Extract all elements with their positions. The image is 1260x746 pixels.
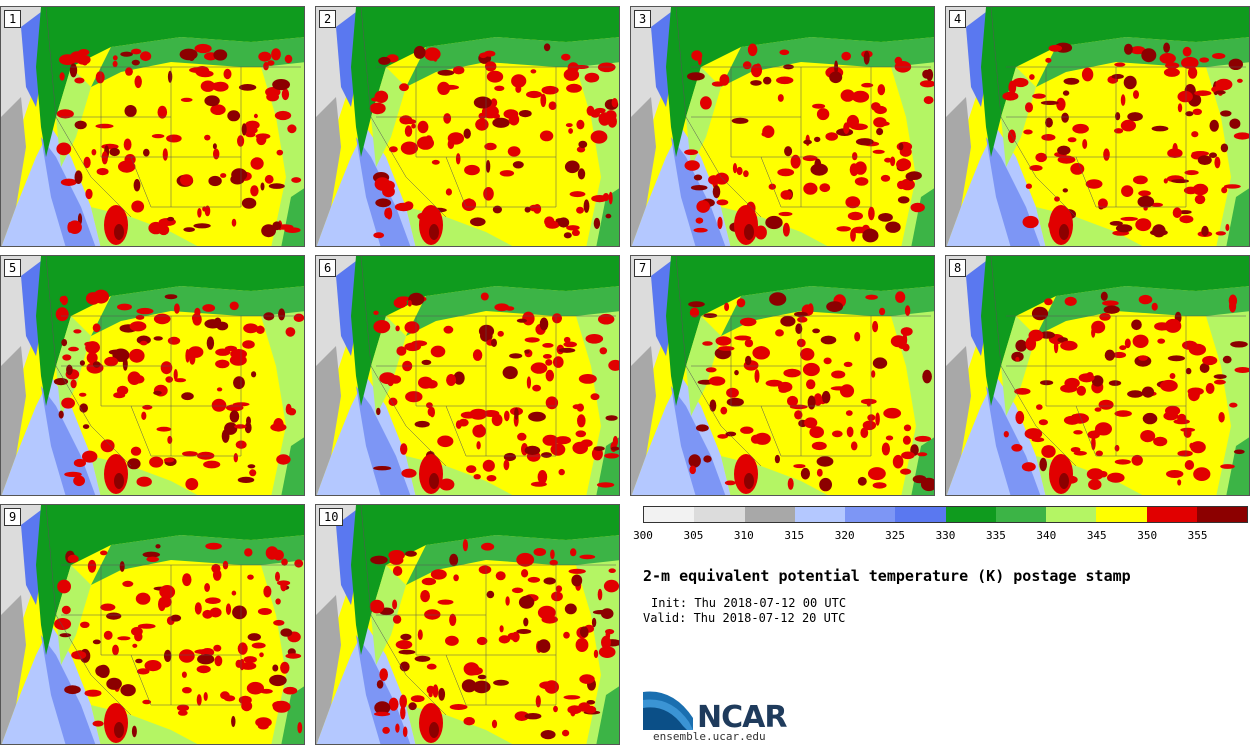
member-number: 3 (634, 10, 652, 28)
colorbar-bin-11 (1196, 507, 1247, 522)
member-panel-5: 5 (0, 255, 305, 496)
colorbar-tick-label: 325 (885, 529, 906, 542)
colorbar-bin-0 (644, 507, 695, 522)
theta-e-map (631, 7, 934, 246)
theta-e-map (316, 505, 619, 744)
member-panel-1: 1 (0, 6, 305, 247)
colorbar-tick-label: 335 (985, 529, 1006, 542)
theta-e-map (316, 256, 619, 495)
logo-url: ensemble.ucar.edu (653, 730, 766, 743)
member-number: 10 (319, 508, 344, 526)
chart-title: 2-m equivalent potential temperature (K)… (643, 567, 1131, 585)
theta-e-map (1, 256, 304, 495)
ncar-logo-icon (643, 691, 693, 730)
member-number: 7 (634, 259, 652, 277)
colorbar-tick-label: 345 (1086, 529, 1107, 542)
colorbar-tick-label: 305 (683, 529, 704, 542)
member-number: 4 (949, 10, 967, 28)
colorbar-bin-3 (794, 507, 845, 522)
member-panel-2: 2 (315, 6, 620, 247)
member-number: 8 (949, 259, 967, 277)
member-number: 2 (319, 10, 337, 28)
colorbar-tick-label: 315 (784, 529, 805, 542)
logo-wordmark: NCAR (697, 700, 787, 735)
colorbar-bin-5 (895, 507, 946, 522)
init-time: Init: Thu 2018-07-12 00 UTC (651, 596, 847, 610)
colorbar-bin-8 (1046, 507, 1097, 522)
theta-e-map (946, 256, 1249, 495)
colorbar-tick-label: 340 (1036, 529, 1057, 542)
colorbar-tick-label: 350 (1137, 529, 1158, 542)
theta-e-map (946, 7, 1249, 246)
colorbar (643, 506, 1248, 523)
member-panel-6: 6 (315, 255, 620, 496)
member-number: 5 (4, 259, 22, 277)
colorbar-tick-label: 330 (935, 529, 956, 542)
theta-e-map (316, 7, 619, 246)
colorbar-tick-label: 320 (834, 529, 855, 542)
colorbar-bin-7 (995, 507, 1046, 522)
member-panel-9: 9 (0, 504, 305, 745)
valid-time: Valid: Thu 2018-07-12 20 UTC (643, 611, 846, 625)
member-panel-3: 3 (630, 6, 935, 247)
member-panel-4: 4 (945, 6, 1250, 247)
member-panel-8: 8 (945, 255, 1250, 496)
theta-e-map (631, 256, 934, 495)
colorbar-bin-2 (744, 507, 795, 522)
colorbar-bin-1 (694, 507, 745, 522)
colorbar-tick-label: 310 (733, 529, 754, 542)
colorbar-bin-6 (945, 507, 996, 522)
member-panel-10: 10 (315, 504, 620, 745)
colorbar-bin-9 (1096, 507, 1147, 522)
colorbar-bin-4 (845, 507, 896, 522)
theta-e-map (1, 505, 304, 744)
member-number: 6 (319, 259, 337, 277)
member-number: 9 (4, 508, 22, 526)
theta-e-map (1, 7, 304, 246)
member-number: 1 (4, 10, 22, 28)
member-panel-7: 7 (630, 255, 935, 496)
colorbar-tick-label: 355 (1187, 529, 1208, 542)
colorbar-tick-label: 300 (633, 529, 653, 542)
colorbar-bin-10 (1146, 507, 1197, 522)
